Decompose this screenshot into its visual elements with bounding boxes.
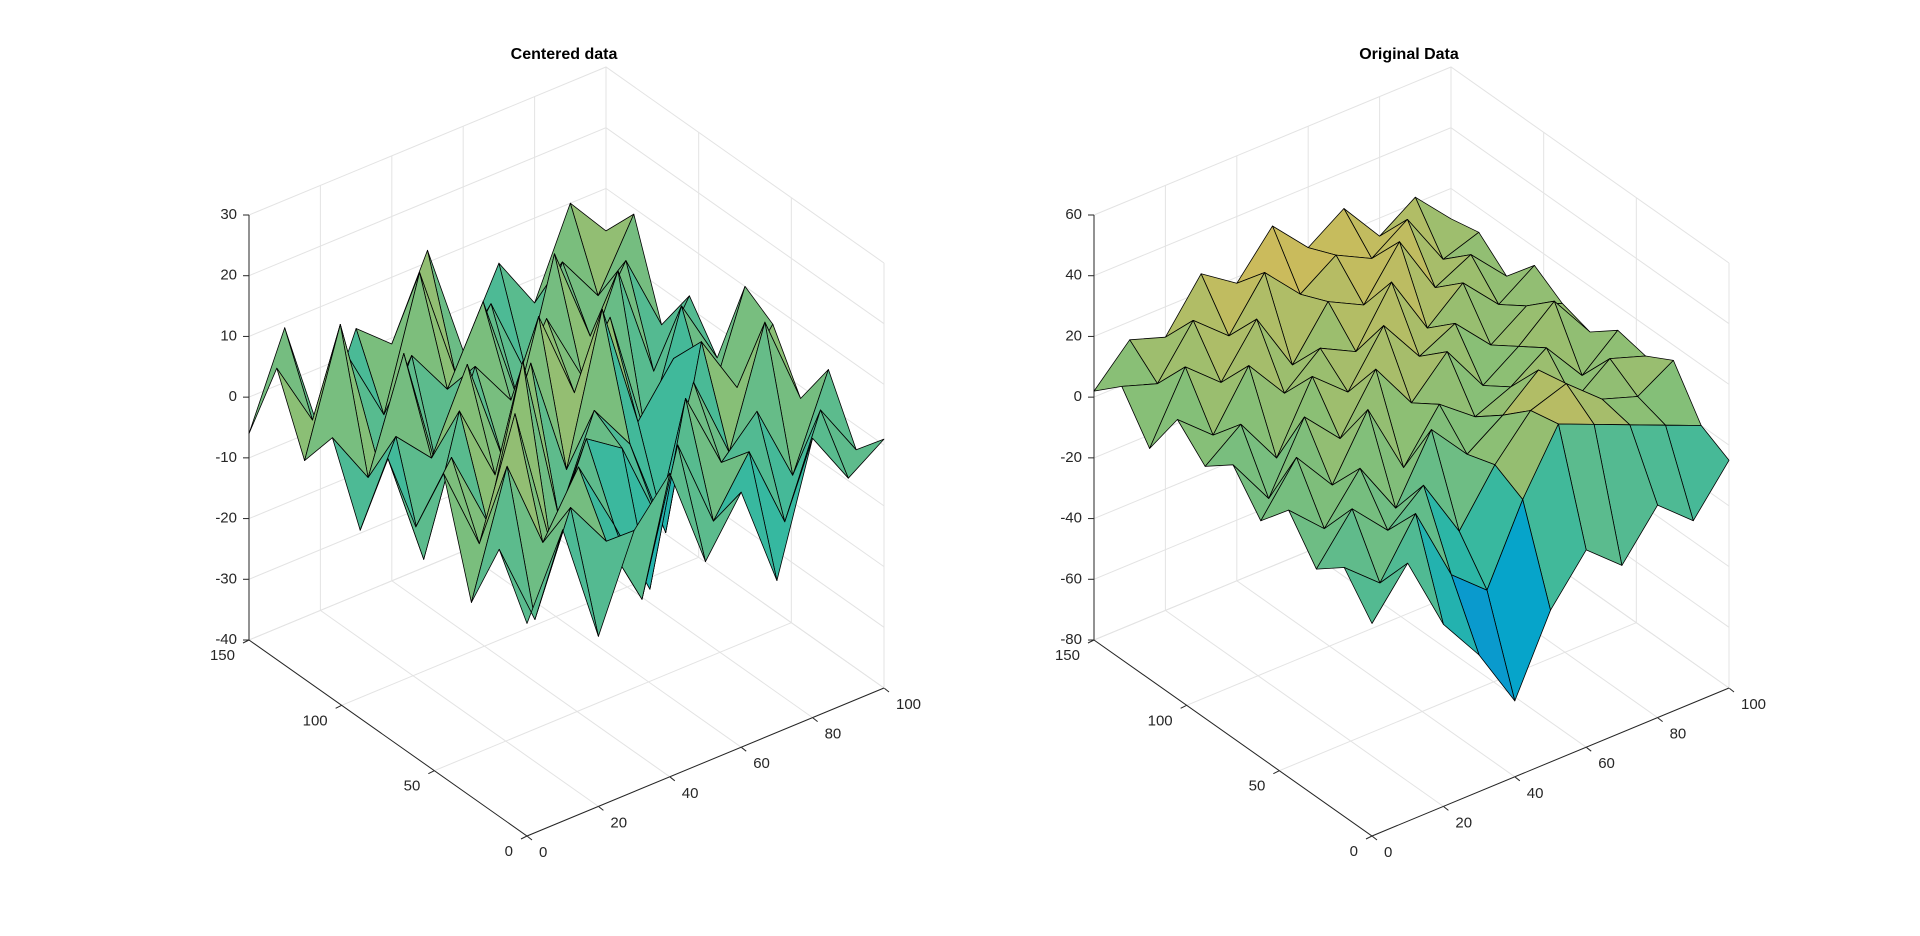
tick-mark (669, 776, 676, 782)
tick-mark (1087, 639, 1095, 644)
x-tick-label: 100 (896, 696, 921, 713)
x-tick-label: 40 (682, 785, 699, 802)
z-tick-label: -40 (215, 631, 237, 648)
x-tick-label: 60 (1598, 755, 1615, 772)
axis-line (248, 215, 885, 837)
tick-mark (242, 639, 250, 644)
tick-mark (1514, 776, 1521, 782)
z-tick-label: -20 (215, 510, 237, 527)
tick-mark (1728, 687, 1735, 693)
axis-line (1093, 215, 1730, 837)
y-tick-label: 150 (1055, 647, 1080, 664)
tick-mark (598, 806, 604, 811)
y-tick-label: 0 (505, 843, 513, 860)
grid-line (1279, 197, 1637, 772)
x-tick-label: 20 (610, 814, 627, 831)
z-tick-label: -60 (1060, 570, 1082, 587)
z-tick-label: -80 (1060, 631, 1082, 648)
chart-title: Original Data (1359, 46, 1459, 63)
tick-mark (1273, 770, 1280, 775)
tick-mark (1585, 746, 1592, 752)
x-tick-label: 0 (1384, 844, 1392, 861)
y-tick-label: 100 (303, 712, 328, 729)
tick-mark (1365, 835, 1373, 840)
z-tick-label: 10 (220, 327, 237, 344)
z-tick-label: -20 (1060, 449, 1082, 466)
z-tick-label: 20 (1065, 327, 1082, 344)
chart-title: Centered data (511, 46, 618, 63)
tick-mark (335, 704, 342, 709)
tick-mark (1657, 717, 1663, 722)
x-tick-label: 20 (1455, 814, 1472, 831)
x-tick-label: 80 (825, 726, 842, 743)
tick-mark (526, 835, 533, 841)
x-tick-label: 0 (539, 844, 547, 861)
tick-mark (740, 746, 747, 752)
y-tick-label: 100 (1148, 712, 1173, 729)
tick-mark (812, 717, 818, 722)
z-tick-label: -40 (1060, 510, 1082, 527)
z-tick-label: 0 (229, 388, 237, 405)
z-tick-label: -10 (215, 449, 237, 466)
tick-mark (1180, 704, 1187, 709)
surface-face (498, 529, 564, 624)
z-tick-label: 0 (1074, 388, 1082, 405)
x-tick-label: 80 (1670, 726, 1687, 743)
x-tick-label: 60 (753, 755, 770, 772)
y-tick-label: 0 (1350, 843, 1358, 860)
y-tick-label: 50 (1249, 778, 1266, 795)
z-tick-label: 40 (1065, 267, 1082, 284)
z-tick-label: -30 (215, 570, 237, 587)
tick-mark (883, 687, 890, 693)
x-tick-label: 100 (1741, 696, 1766, 713)
tick-mark (1443, 806, 1449, 811)
tick-mark (428, 770, 435, 775)
z-tick-label: 30 (220, 206, 237, 223)
x-tick-label: 40 (1527, 785, 1544, 802)
surface-face (1343, 562, 1409, 624)
z-tick-label: 20 (220, 267, 237, 284)
z-tick-label: 60 (1065, 206, 1082, 223)
grid-line (341, 132, 700, 706)
grid-line (434, 197, 792, 772)
y-tick-label: 150 (210, 647, 235, 664)
y-tick-label: 50 (404, 778, 421, 795)
tick-mark (520, 835, 528, 840)
tick-mark (1371, 835, 1378, 841)
